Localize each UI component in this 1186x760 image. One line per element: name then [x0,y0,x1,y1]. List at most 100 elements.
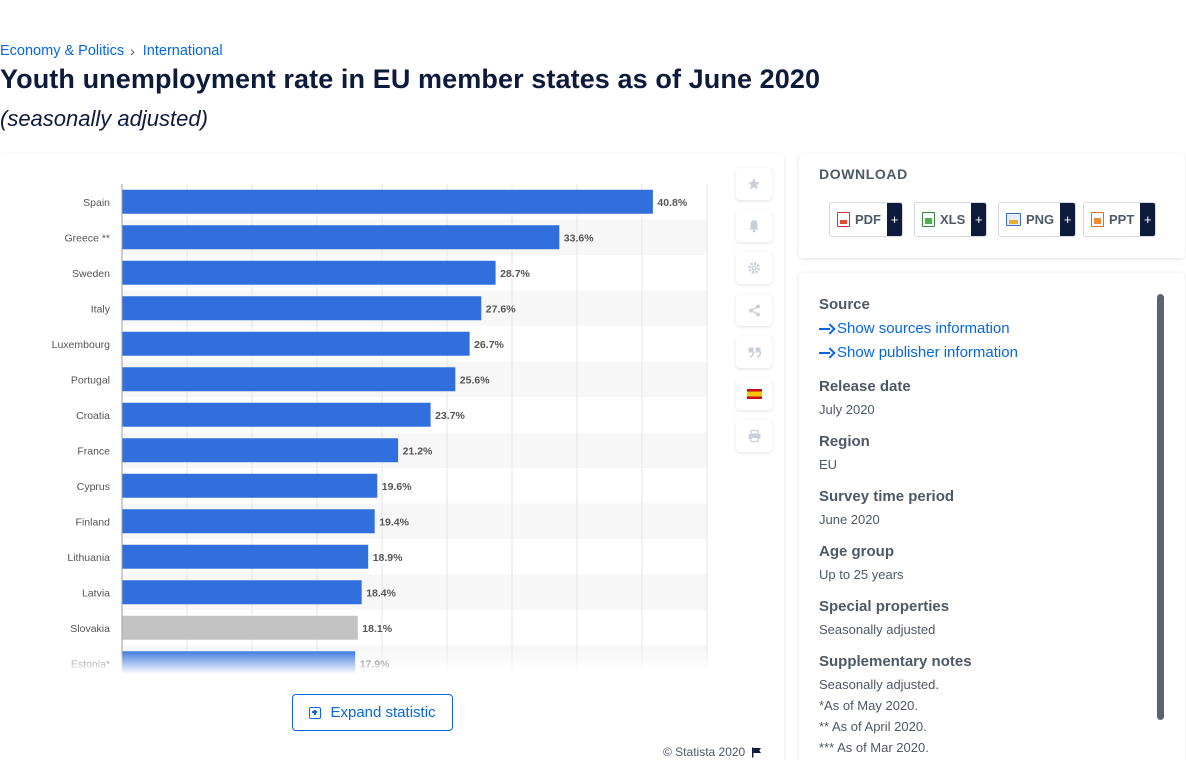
release-section: Release date July 2020 [819,378,1149,420]
download-png-label: PNG [1026,212,1055,227]
survey-label: Survey time period [819,488,955,505]
value-label: 25.6% [460,374,490,386]
bar [122,615,358,640]
breadcrumb-economy[interactable]: Economy & Politics [0,43,125,59]
value-label: 18.4% [366,587,396,599]
download-ppt-plus[interactable]: + [1140,203,1156,236]
value-label: 21.2% [403,445,433,457]
value-label: 33.6% [564,232,594,244]
category-label: Portugal [71,374,110,386]
region-section: Region EU [819,433,1149,475]
category-label: Italy [91,303,111,315]
category-label: Spain [83,197,110,209]
info-scrollbar[interactable] [1157,294,1164,720]
category-label: Croatia [76,410,110,422]
bar [122,189,653,214]
expand-icon [309,706,322,719]
flag-es-icon[interactable] [736,378,772,410]
gear-icon[interactable] [736,252,772,284]
release-value: July 2020 [819,402,875,417]
source-section: Source Show sources information Show pub… [819,296,1149,365]
download-xls-button[interactable]: XLS + [914,202,988,237]
star-icon[interactable] [736,168,772,200]
statistic-info-card: Source Show sources information Show pub… [799,273,1185,760]
category-label: Sweden [72,268,110,280]
download-card: DOWNLOAD PDF + XLS + PNG + PPT + [799,154,1185,258]
show-publisher-text: Show publisher information [837,344,1018,361]
category-label: France [77,445,110,457]
report-flag-icon[interactable] [751,747,762,758]
value-label: 28.7% [500,268,530,280]
show-sources-link[interactable]: Show sources information [819,317,1149,341]
page-subtitle: (seasonally adjusted) [0,106,208,131]
png-icon [1006,213,1021,226]
note-line: *As of May 2020. [819,698,918,713]
bar [122,544,369,569]
age-value: Up to 25 years [819,567,904,582]
bar-chart: Spain 40.8% Greece ** 33.6% Sweden 28.7% Italy… [52,184,708,674]
age-section: Age group Up to 25 years [819,543,1149,585]
download-title: DOWNLOAD [819,166,908,182]
copyright: © Statista 2020 [663,745,762,759]
chart-fade-overlay [0,649,720,674]
breadcrumb-international[interactable]: International [142,43,223,59]
download-pdf-label: PDF [855,212,881,227]
bar [122,580,362,605]
quote-icon[interactable] [736,336,772,368]
value-label: 23.7% [435,410,465,422]
expand-statistic-button[interactable]: Expand statistic [292,694,453,731]
bar [122,260,496,285]
category-label: Lithuania [67,552,110,564]
bell-icon[interactable] [736,210,772,242]
note-line: *** As of Mar 2020. [819,740,929,755]
bar [122,225,560,250]
arrow-right-icon [819,324,833,334]
download-ppt-button[interactable]: PPT + [1083,202,1157,237]
survey-section: Survey time period June 2020 [819,488,1149,530]
category-label: Cyprus [77,481,110,493]
download-png-button[interactable]: PNG + [998,202,1077,237]
expand-label: Expand statistic [330,704,436,721]
category-label: Slovakia [70,623,110,635]
download-png-plus[interactable]: + [1060,203,1076,236]
chart-toolbar [736,168,772,462]
bar [122,296,482,321]
download-pdf-plus[interactable]: + [887,203,902,236]
download-pdf-button[interactable]: PDF + [829,202,903,237]
region-value: EU [819,457,838,472]
show-publisher-link[interactable]: Show publisher information [819,341,1149,365]
bar [122,438,399,463]
breadcrumb: Economy & Politics › International [0,43,223,59]
arrow-right-icon [819,348,833,358]
category-label: Latvia [82,587,110,599]
note-line: ** As of April 2020. [819,719,927,734]
page-title: Youth unemployment rate in EU member sta… [0,64,821,94]
category-label: Luxembourg [52,339,111,351]
notes-section: Supplementary notes Seasonally adjusted.… [819,653,1149,758]
age-label: Age group [819,543,894,560]
special-section: Special properties Seasonally adjusted [819,598,1149,640]
special-value: Seasonally adjusted [819,622,936,637]
notes-label: Supplementary notes [819,653,972,670]
bar [122,473,378,498]
show-sources-text: Show sources information [837,320,1010,337]
xls-icon [922,212,935,227]
print-icon[interactable] [736,420,772,452]
copyright-text: © Statista 2020 [663,745,746,759]
release-label: Release date [819,378,911,395]
value-label: 26.7% [474,339,504,351]
special-label: Special properties [819,598,950,615]
ppt-icon [1091,212,1104,227]
value-label: 40.8% [657,197,687,209]
region-label: Region [819,433,870,450]
value-label: 18.9% [373,552,403,564]
value-label: 18.1% [362,623,392,635]
value-label: 19.4% [379,516,409,528]
pdf-icon [837,212,850,227]
download-xls-plus[interactable]: + [971,203,987,236]
survey-value: June 2020 [819,512,880,527]
download-ppt-label: PPT [1109,212,1135,227]
category-label: Finland [76,516,111,528]
chart-card: Spain 40.8% Greece ** 33.6% Sweden 28.7% Italy… [0,154,784,760]
share-icon[interactable] [736,294,772,326]
